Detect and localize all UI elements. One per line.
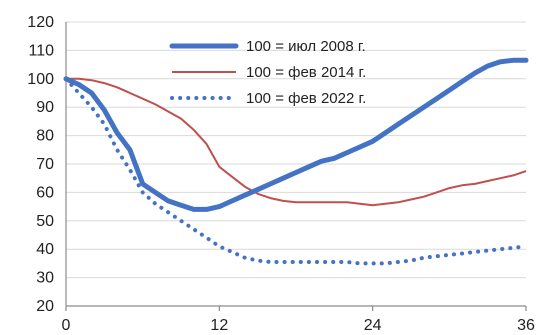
legend-label-2: 100 = фев 2014 г. [246,64,366,81]
x-tick-label: 24 [364,317,382,334]
y-tick-label: 100 [27,71,54,88]
y-tick-label: 60 [36,184,54,201]
y-tick-label: 90 [36,99,54,116]
y-tick-label: 110 [28,42,54,59]
legend-label-3: 100 = фев 2022 г. [246,90,366,107]
y-tick-label: 80 [36,128,54,145]
series-lines [63,57,529,266]
y-axis-tick-labels: 20 30 40 50 60 70 80 90 100 110 120 [27,14,54,315]
series-line-3 [64,76,528,266]
x-tick-label: 36 [517,317,535,334]
y-tick-label: 120 [27,14,54,31]
legend-label-1: 100 = июл 2008 г. [246,38,366,55]
series-line-2 [66,77,527,207]
y-tick-label: 50 [36,213,54,230]
y-tick-label: 30 [36,270,54,287]
x-axis-tick-labels: 0 12 24 36 [62,317,535,334]
series-line-1 [63,57,529,212]
grid-lines [66,21,526,279]
axes [65,22,527,311]
y-tick-label: 20 [36,298,54,315]
x-tick-label: 0 [62,317,71,334]
x-tick-label: 12 [210,317,228,334]
y-tick-label: 40 [36,241,54,258]
legend: 100 = июл 2008 г. 100 = фев 2014 г. 100 = … [169,38,366,107]
y-tick-label: 70 [36,156,54,173]
